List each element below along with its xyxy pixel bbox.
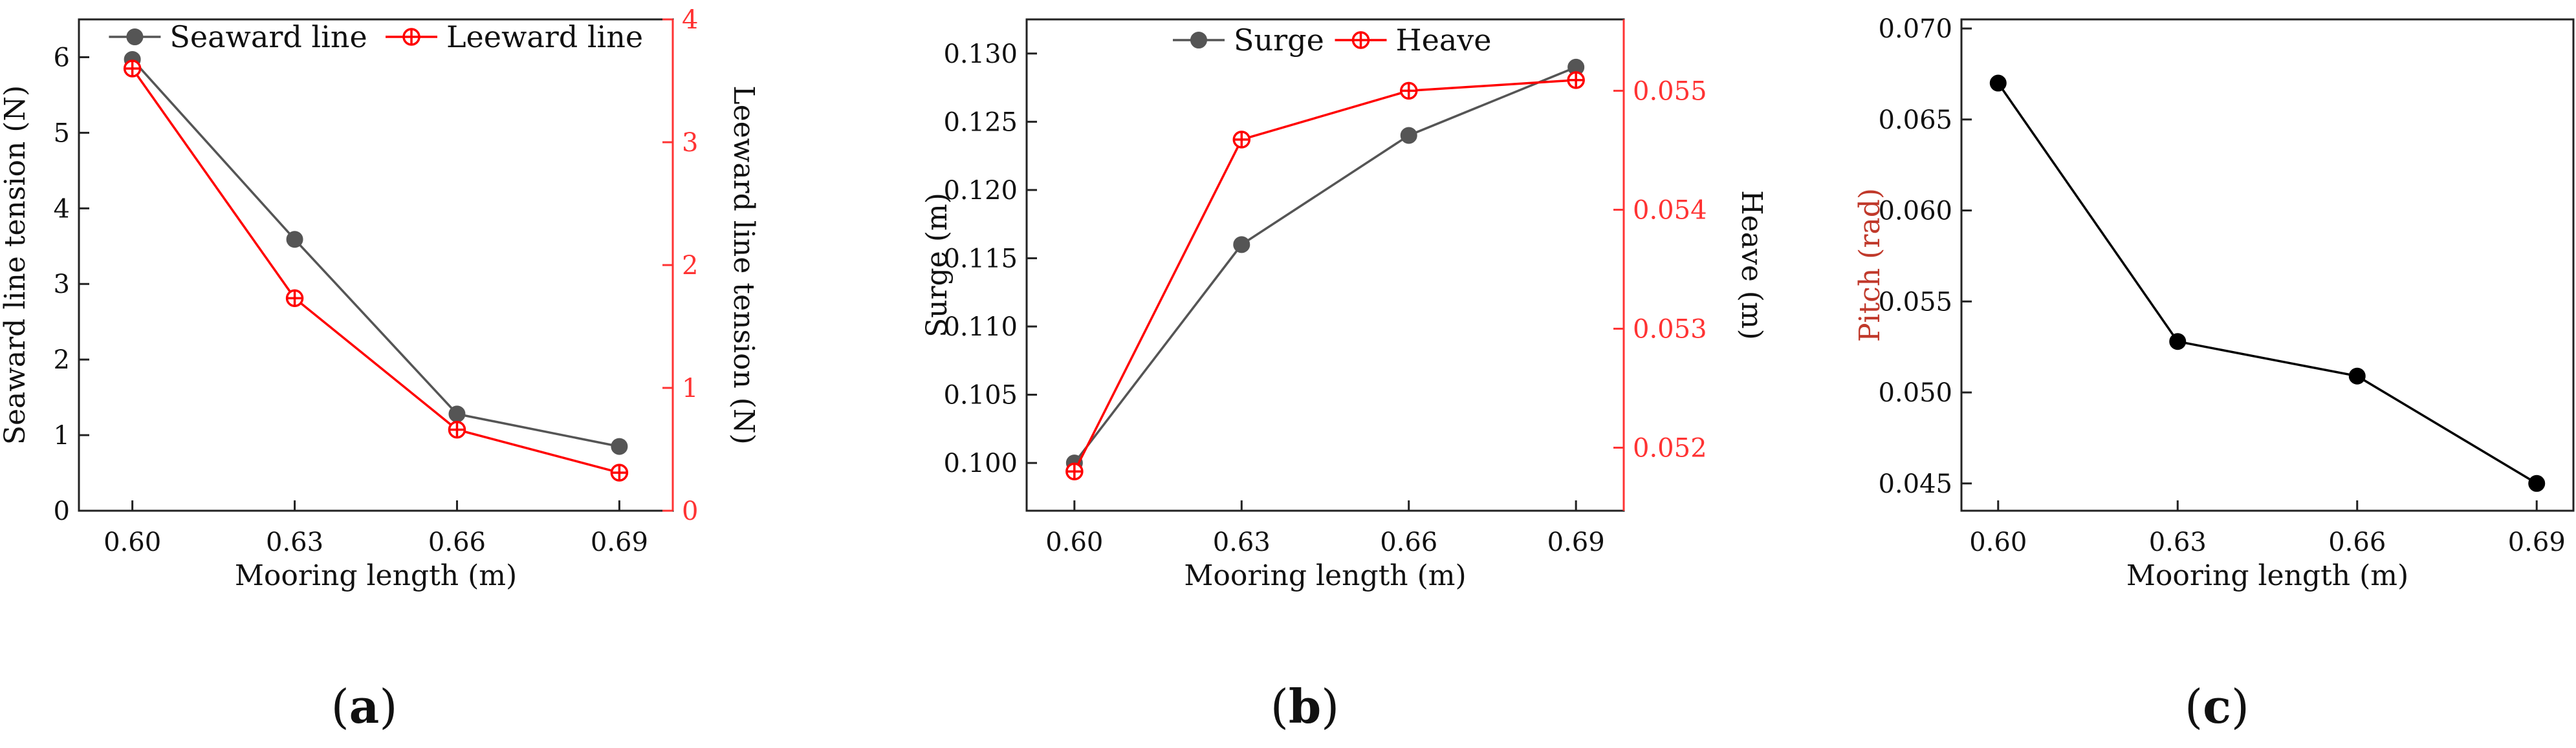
x-tick-label-a-1: 0.63 xyxy=(266,528,323,557)
x-axis-label-b: Mooring length (m) xyxy=(1184,559,1466,592)
x-tick-label-a-0: 0.60 xyxy=(104,528,161,557)
series-line-b-surge xyxy=(1073,66,1577,464)
y-left-tick-label-b-1: 0.105 xyxy=(943,381,1018,411)
y-left-tick-label-c-3: 0.060 xyxy=(1878,197,1952,226)
y-left-axis-label-c: Pitch (rad) xyxy=(1853,188,1886,342)
y-right-tick-label-b-2: 0.054 xyxy=(1633,195,1707,225)
y-right-tick-label-b-1: 0.053 xyxy=(1633,314,1707,344)
x-axis-label-c: Mooring length (m) xyxy=(2126,559,2408,592)
y-left-tick-label-a-6: 6 xyxy=(54,43,70,72)
legend-label-a-leeward-line: Leeward line xyxy=(446,19,643,54)
legend-entry-b-heave: Heave xyxy=(1335,23,1492,58)
x-tick-label-c-1: 0.63 xyxy=(2149,528,2207,557)
y-left-tick-label-a-1: 1 xyxy=(54,421,70,451)
data-point-b-surge-2 xyxy=(1400,127,1417,144)
x-tick-label-b-0: 0.60 xyxy=(1045,528,1103,557)
y-left-tick-label-c-0: 0.045 xyxy=(1878,469,1952,499)
legend-swatch-marker-a-leeward-line xyxy=(402,28,420,46)
y-right-axis-label-a: Leeward line tension (N) xyxy=(727,85,760,444)
panel-label-a: (a) xyxy=(331,679,398,734)
y-left-tick-label-c-5: 0.070 xyxy=(1878,14,1952,44)
data-point-a-leeward-line-1 xyxy=(285,289,304,308)
data-point-a-seaward-line-3 xyxy=(611,438,628,455)
y-left-axis-label-a: Seaward line tension (N) xyxy=(0,85,32,445)
x-tick-label-c-3: 0.69 xyxy=(2508,528,2566,557)
data-point-a-seaward-line-1 xyxy=(286,231,303,248)
data-point-c-pitch-2 xyxy=(2348,367,2366,385)
legend-entry-a-seaward-line: Seaward line xyxy=(109,19,367,54)
legend-swatch-marker-b-surge xyxy=(1190,32,1207,48)
y-left-tick-label-a-0: 0 xyxy=(54,497,70,526)
legend-label-a-seaward-line: Seaward line xyxy=(169,19,367,54)
y-right-tick-label-b-0: 0.052 xyxy=(1633,433,1707,463)
y-right-tick-label-a-2: 2 xyxy=(682,251,698,281)
series-line-a-leeward-line xyxy=(131,67,620,474)
data-point-c-pitch-3 xyxy=(2528,475,2546,492)
y-left-tick-label-b-2: 0.110 xyxy=(943,312,1018,342)
data-point-b-heave-2 xyxy=(1399,81,1418,100)
series-line-b-heave xyxy=(1073,79,1577,473)
data-point-a-leeward-line-2 xyxy=(448,420,466,439)
y-left-tick-label-c-2: 0.055 xyxy=(1878,287,1952,317)
y-left-tick-label-a-5: 5 xyxy=(54,118,70,148)
data-point-b-surge-1 xyxy=(1233,236,1250,253)
data-point-a-leeward-line-0 xyxy=(123,59,142,78)
y-right-tick-label-b-3: 0.055 xyxy=(1633,76,1707,106)
series-line-c-pitch xyxy=(1997,82,2538,485)
legend-swatch-marker-b-heave xyxy=(1351,31,1370,49)
x-tick-label-a-3: 0.69 xyxy=(591,528,648,557)
y-right-axis-label-b: Heave (m) xyxy=(1735,190,1768,340)
x-tick-label-a-2: 0.66 xyxy=(428,528,486,557)
x-axis-label-a: Mooring length (m) xyxy=(235,559,517,592)
legend-label-b-heave: Heave xyxy=(1396,23,1492,58)
x-tick-label-c-0: 0.60 xyxy=(1969,528,2027,557)
legend-entry-b-surge: Surge xyxy=(1173,23,1324,58)
data-point-c-pitch-0 xyxy=(1989,74,2007,92)
y-left-tick-label-c-1: 0.050 xyxy=(1878,378,1952,408)
y-left-tick-label-a-2: 2 xyxy=(54,345,70,375)
data-point-c-pitch-1 xyxy=(2169,333,2187,350)
legend-entry-a-leeward-line: Leeward line xyxy=(386,19,643,54)
y-left-tick-label-a-3: 3 xyxy=(54,270,70,299)
y-right-tick-label-a-4: 4 xyxy=(682,5,698,35)
y-left-tick-label-b-4: 0.120 xyxy=(943,176,1018,206)
y-left-tick-label-b-6: 0.130 xyxy=(943,39,1018,69)
panel-label-b: (b) xyxy=(1270,679,1340,734)
y-left-tick-label-b-5: 0.125 xyxy=(943,107,1018,137)
y-left-tick-label-b-0: 0.100 xyxy=(943,449,1018,478)
x-tick-label-c-2: 0.66 xyxy=(2328,528,2386,557)
y-left-tick-label-b-3: 0.115 xyxy=(943,244,1018,273)
y-left-tick-label-a-4: 4 xyxy=(54,194,70,224)
data-point-b-heave-1 xyxy=(1232,131,1251,149)
series-line-a-seaward-line xyxy=(131,58,620,448)
y-left-tick-label-c-4: 0.065 xyxy=(1878,105,1952,135)
y-right-tick-label-a-3: 3 xyxy=(682,128,698,158)
y-right-tick-label-a-1: 1 xyxy=(682,374,698,403)
data-point-a-leeward-line-3 xyxy=(610,464,629,482)
legend-swatch-marker-a-seaward-line xyxy=(126,28,144,45)
data-point-b-heave-3 xyxy=(1567,71,1585,89)
x-tick-label-b-2: 0.66 xyxy=(1380,528,1437,557)
y-left-axis-label-b: Surge (m) xyxy=(921,193,954,337)
x-tick-label-b-1: 0.63 xyxy=(1213,528,1271,557)
x-tick-label-b-3: 0.69 xyxy=(1547,528,1605,557)
plot-frame-c xyxy=(1960,18,2575,512)
legend-label-b-surge: Surge xyxy=(1234,23,1324,58)
panel-label-c: (c) xyxy=(2184,679,2250,734)
data-point-b-heave-0 xyxy=(1065,462,1084,481)
y-right-tick-label-a-0: 0 xyxy=(682,497,698,526)
